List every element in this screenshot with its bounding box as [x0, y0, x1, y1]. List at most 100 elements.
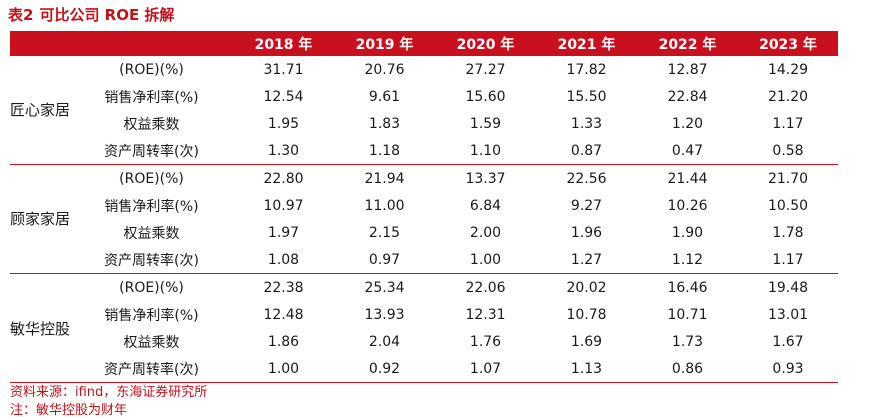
value-cell: 0.86 [671, 361, 704, 377]
value-cell: 20.76 [364, 61, 405, 78]
value-cell: 17.82 [566, 61, 607, 78]
value-cell: 1.10 [469, 142, 502, 159]
value-cell: 10.97 [263, 197, 304, 214]
metric-label: 权益乘数 [123, 116, 180, 133]
header-year: 2018 年 [233, 31, 334, 56]
value-cell: 10.50 [767, 197, 809, 214]
value-cell: 0.97 [368, 251, 401, 268]
metric-label: (ROE)(%) [70, 273, 233, 301]
value-cell: 1.67 [772, 333, 804, 350]
value-cell: 21.20 [767, 88, 809, 105]
value-cell: 1.30 [267, 142, 300, 159]
value-cell: 1.00 [267, 361, 300, 377]
value-cell: 1.59 [469, 115, 502, 132]
value-cell: 1.83 [368, 115, 401, 132]
header-metric [70, 31, 233, 56]
value-cell: 1.17 [772, 115, 804, 132]
value-cell: 9.27 [570, 197, 603, 214]
header-year: 2022 年 [637, 31, 738, 56]
value-cell: 1.96 [570, 224, 603, 241]
metric-label: 权益乘数 [123, 334, 180, 351]
value-cell: 14.29 [767, 61, 809, 78]
table-row: 销售净利率(%) 12.54 9.61 15.60 15.50 22.84 21… [10, 83, 838, 110]
value-cell: 2.15 [368, 224, 401, 241]
metric-label: 资产周转率(次) [104, 143, 199, 160]
value-cell: 12.87 [667, 61, 708, 78]
value-cell: 6.84 [469, 197, 502, 214]
value-cell: 15.60 [465, 88, 506, 105]
value-cell: 9.61 [368, 88, 401, 105]
value-cell: 1.13 [570, 361, 603, 377]
value-cell: 0.58 [772, 142, 804, 159]
table-row: 顾家家居 (ROE)(%) 22.80 21.94 13.37 22.56 21… [10, 164, 838, 274]
value-cell: 1.20 [671, 115, 704, 132]
value-cell: 1.73 [671, 333, 704, 350]
value-cell: 1.76 [469, 333, 502, 350]
value-cell: 1.86 [267, 333, 300, 350]
table-row: 匠心家居 (ROE)(%) 31.71 20.76 27.27 17.82 12… [10, 56, 838, 120]
roe-table: 2018 年 2019 年 2020 年 2021 年 2022 年 2023 … [10, 31, 838, 383]
value-cell: 10.71 [667, 306, 708, 323]
value-cell: 1.00 [469, 251, 502, 268]
table-row: 权益乘数 1.97 2.15 2.00 1.96 1.90 1.78 [10, 219, 838, 246]
value-cell: 1.97 [267, 224, 300, 241]
metric-label: 销售净利率(%) [104, 307, 199, 324]
company-name: 匠心家居 [10, 101, 71, 119]
metric-label: 资产周转率(次) [104, 362, 199, 378]
company-name: 顾家家居 [10, 164, 70, 274]
value-cell: 0.47 [671, 142, 704, 159]
value-cell: 31.71 [263, 61, 304, 78]
header-company [10, 31, 70, 56]
value-cell: 16.46 [637, 273, 738, 301]
value-cell: 1.17 [772, 251, 804, 268]
value-cell: 21.44 [637, 164, 738, 192]
table-row: 资产周转率(次) 1.30 1.18 1.10 0.87 0.47 0.58 [10, 137, 838, 165]
value-cell: 12.54 [263, 88, 304, 105]
value-cell: 13.01 [767, 306, 809, 323]
metric-label: (ROE)(%) [119, 61, 184, 78]
value-cell: 22.80 [233, 164, 334, 192]
header-year: 2021 年 [536, 31, 637, 56]
header-year: 2020 年 [435, 31, 536, 56]
value-cell: 21.70 [738, 164, 838, 192]
value-cell: 20.02 [536, 273, 637, 301]
table-title-text: 可比公司 ROE 拆解 [39, 6, 175, 24]
value-cell: 15.50 [566, 88, 607, 105]
value-cell: 1.12 [671, 251, 704, 268]
table-number: 表2 [8, 6, 34, 24]
company-name: 敏华控股 [10, 273, 70, 383]
table-row: 销售净利率(%) 12.48 13.93 12.31 10.78 10.71 1… [10, 301, 838, 328]
value-cell: 27.27 [465, 61, 506, 78]
header-year: 2023 年 [738, 31, 838, 56]
value-cell: 0.87 [570, 142, 603, 159]
value-cell: 25.34 [334, 273, 435, 301]
value-cell: 22.84 [667, 88, 708, 105]
header-year: 2019 年 [334, 31, 435, 56]
header-row: 2018 年 2019 年 2020 年 2021 年 2022 年 2023 … [10, 31, 838, 56]
metric-label: 资产周转率(次) [104, 252, 199, 269]
value-cell: 12.48 [263, 306, 304, 323]
value-cell: 1.78 [772, 224, 804, 241]
value-cell: 1.90 [671, 224, 704, 241]
value-cell: 13.93 [364, 306, 405, 323]
value-cell: 10.26 [667, 197, 708, 214]
table-row: 敏华控股 (ROE)(%) 22.38 25.34 22.06 20.02 16… [10, 273, 838, 383]
value-cell: 1.08 [267, 251, 300, 268]
value-cell: 0.93 [772, 361, 804, 377]
value-cell: 21.94 [334, 164, 435, 192]
value-cell: 12.31 [465, 306, 506, 323]
table-row: 资产周转率(次) 1.00 0.92 1.07 1.13 0.86 0.93 [10, 355, 838, 383]
value-cell: 11.00 [364, 197, 405, 214]
value-cell: 1.07 [469, 361, 502, 377]
metric-label: (ROE)(%) [70, 164, 233, 192]
value-cell: 19.48 [738, 273, 838, 301]
value-cell: 1.27 [570, 251, 603, 268]
table-row: 权益乘数 1.86 2.04 1.76 1.69 1.73 1.67 [10, 328, 838, 355]
value-cell: 2.04 [368, 333, 401, 350]
table-row: 资产周转率(次) 1.08 0.97 1.00 1.27 1.12 1.17 [10, 246, 838, 274]
table-footer: 资料来源：ifind，东海证券研究所 注：敏华控股为财年 [10, 382, 838, 420]
metric-label: 权益乘数 [123, 225, 180, 242]
metric-label: 销售净利率(%) [104, 89, 199, 106]
source-note: 资料来源：ifind，东海证券研究所 [10, 385, 208, 400]
fiscal-year-note: 注：敏华控股为财年 [10, 403, 128, 418]
